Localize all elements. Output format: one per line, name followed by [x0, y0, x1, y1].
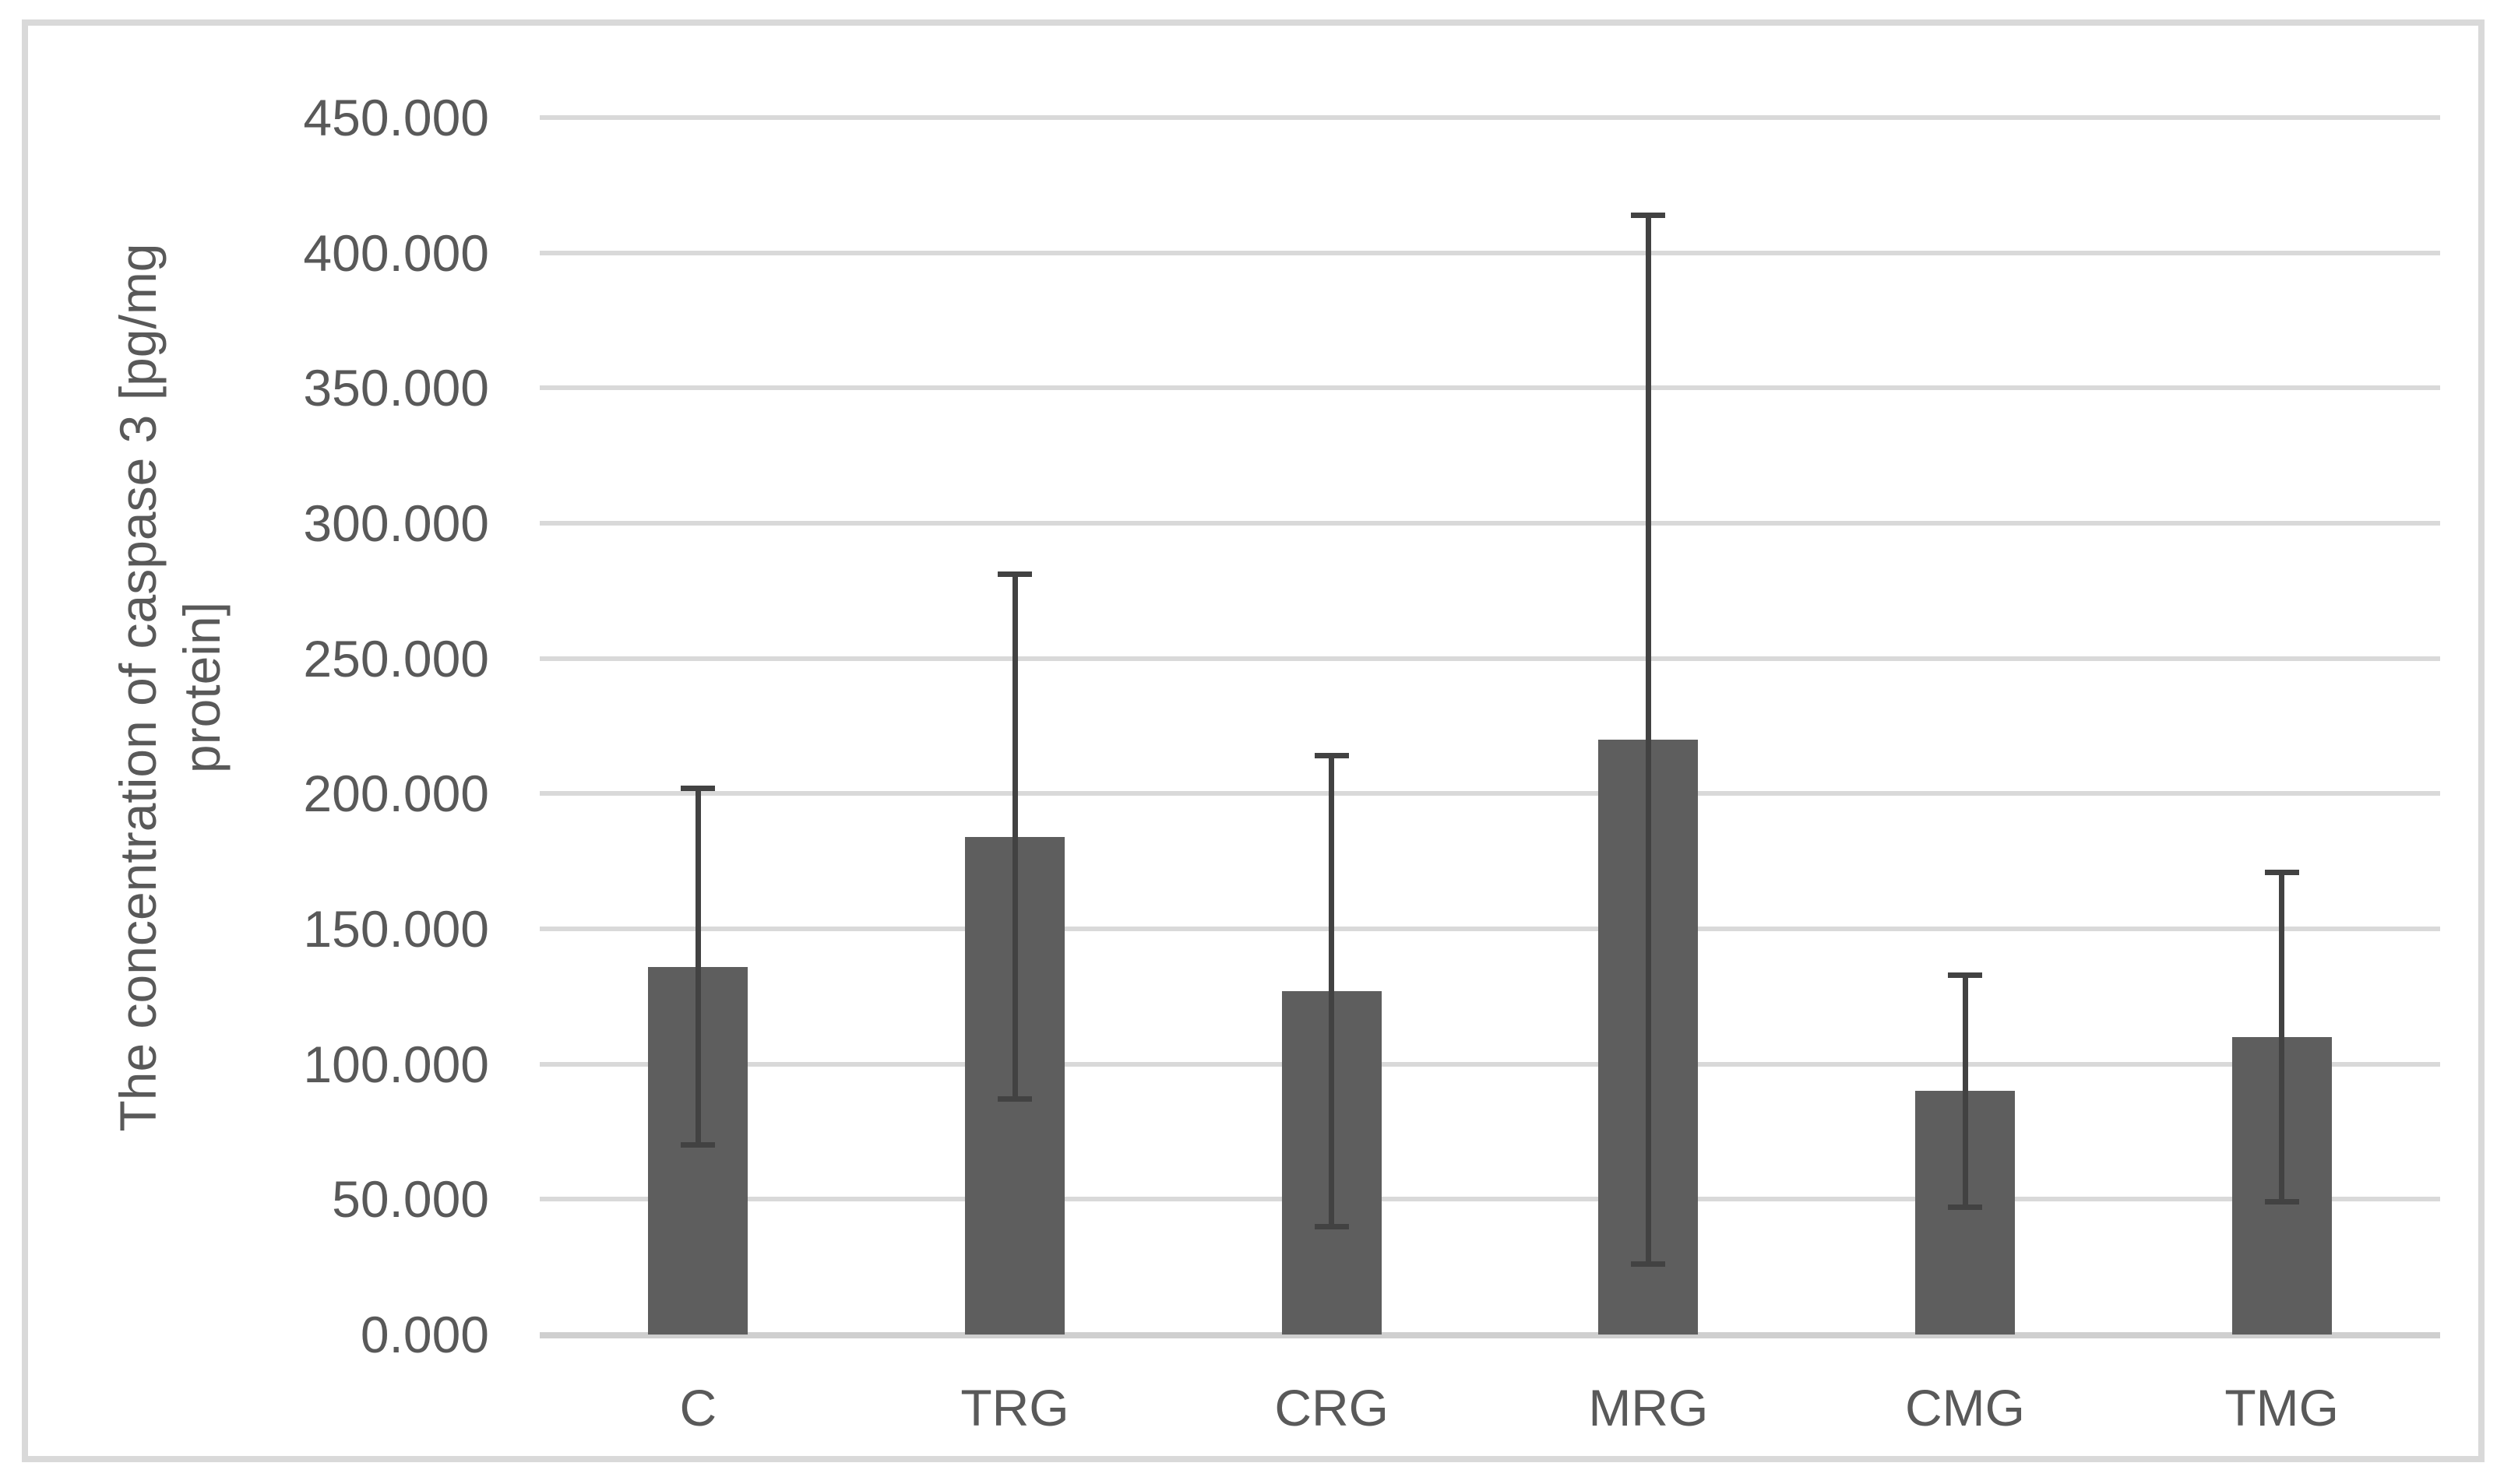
error-cap-top-cmg	[1948, 972, 1982, 978]
category-label-c: C	[679, 1379, 717, 1437]
y-tick-label-450: 450.000	[303, 89, 489, 146]
y-tick-label-150: 150.000	[303, 900, 489, 958]
category-label-tmg: TMG	[2224, 1379, 2339, 1437]
error-whisker-cmg	[1962, 975, 1968, 1208]
gridline-300	[540, 521, 2440, 526]
error-whisker-crg	[1329, 755, 1335, 1227]
x-axis-line	[540, 1332, 2440, 1338]
y-tick-label-100: 100.000	[303, 1035, 489, 1093]
error-whisker-trg	[1012, 574, 1018, 1099]
error-whisker-tmg	[2279, 872, 2285, 1202]
gridline-350	[540, 385, 2440, 391]
x-axis-category-labels: C TRG CRG MRG CMG TMG	[540, 1377, 2440, 1447]
error-cap-bottom-crg	[1314, 1223, 1349, 1229]
error-cap-bottom-c	[681, 1142, 716, 1148]
y-axis-tick-labels: 0.000 50.000 100.000 150.000 200.000 250.000 3…	[28, 90, 489, 1363]
gridline-50	[540, 1197, 2440, 1202]
gridline-400	[540, 250, 2440, 255]
error-cap-bottom-tmg	[2264, 1199, 2299, 1205]
error-cap-bottom-trg	[998, 1096, 1032, 1102]
error-cap-top-trg	[998, 571, 1032, 578]
error-cap-top-tmg	[2264, 869, 2299, 875]
category-label-crg: CRG	[1274, 1379, 1389, 1437]
plot-area	[540, 115, 2440, 1338]
y-tick-label-0: 0.000	[360, 1306, 489, 1363]
gridline-450	[540, 115, 2440, 120]
category-label-trg: TRG	[960, 1379, 1069, 1437]
error-cap-bottom-cmg	[1948, 1204, 1982, 1211]
chart-frame: The concentration of caspase 3 [pg/mg pr…	[22, 19, 2485, 1462]
error-whisker-mrg	[1645, 215, 1651, 1264]
y-tick-label-50: 50.000	[332, 1170, 489, 1229]
category-label-cmg: CMG	[1905, 1379, 2025, 1437]
y-tick-label-250: 250.000	[303, 629, 489, 687]
gridline-150	[540, 927, 2440, 931]
y-tick-label-200: 200.000	[303, 765, 489, 823]
y-tick-label-300: 300.000	[303, 494, 489, 552]
error-cap-bottom-mrg	[1631, 1261, 1666, 1268]
gridline-100	[540, 1061, 2440, 1067]
y-tick-label-350: 350.000	[303, 359, 489, 417]
gridline-200	[540, 791, 2440, 797]
error-cap-top-c	[681, 785, 716, 791]
error-cap-top-crg	[1314, 753, 1349, 759]
category-label-mrg: MRG	[1588, 1379, 1709, 1437]
gridline-250	[540, 656, 2440, 661]
y-tick-label-400: 400.000	[303, 223, 489, 282]
error-cap-top-mrg	[1631, 212, 1666, 218]
error-whisker-c	[695, 788, 701, 1145]
